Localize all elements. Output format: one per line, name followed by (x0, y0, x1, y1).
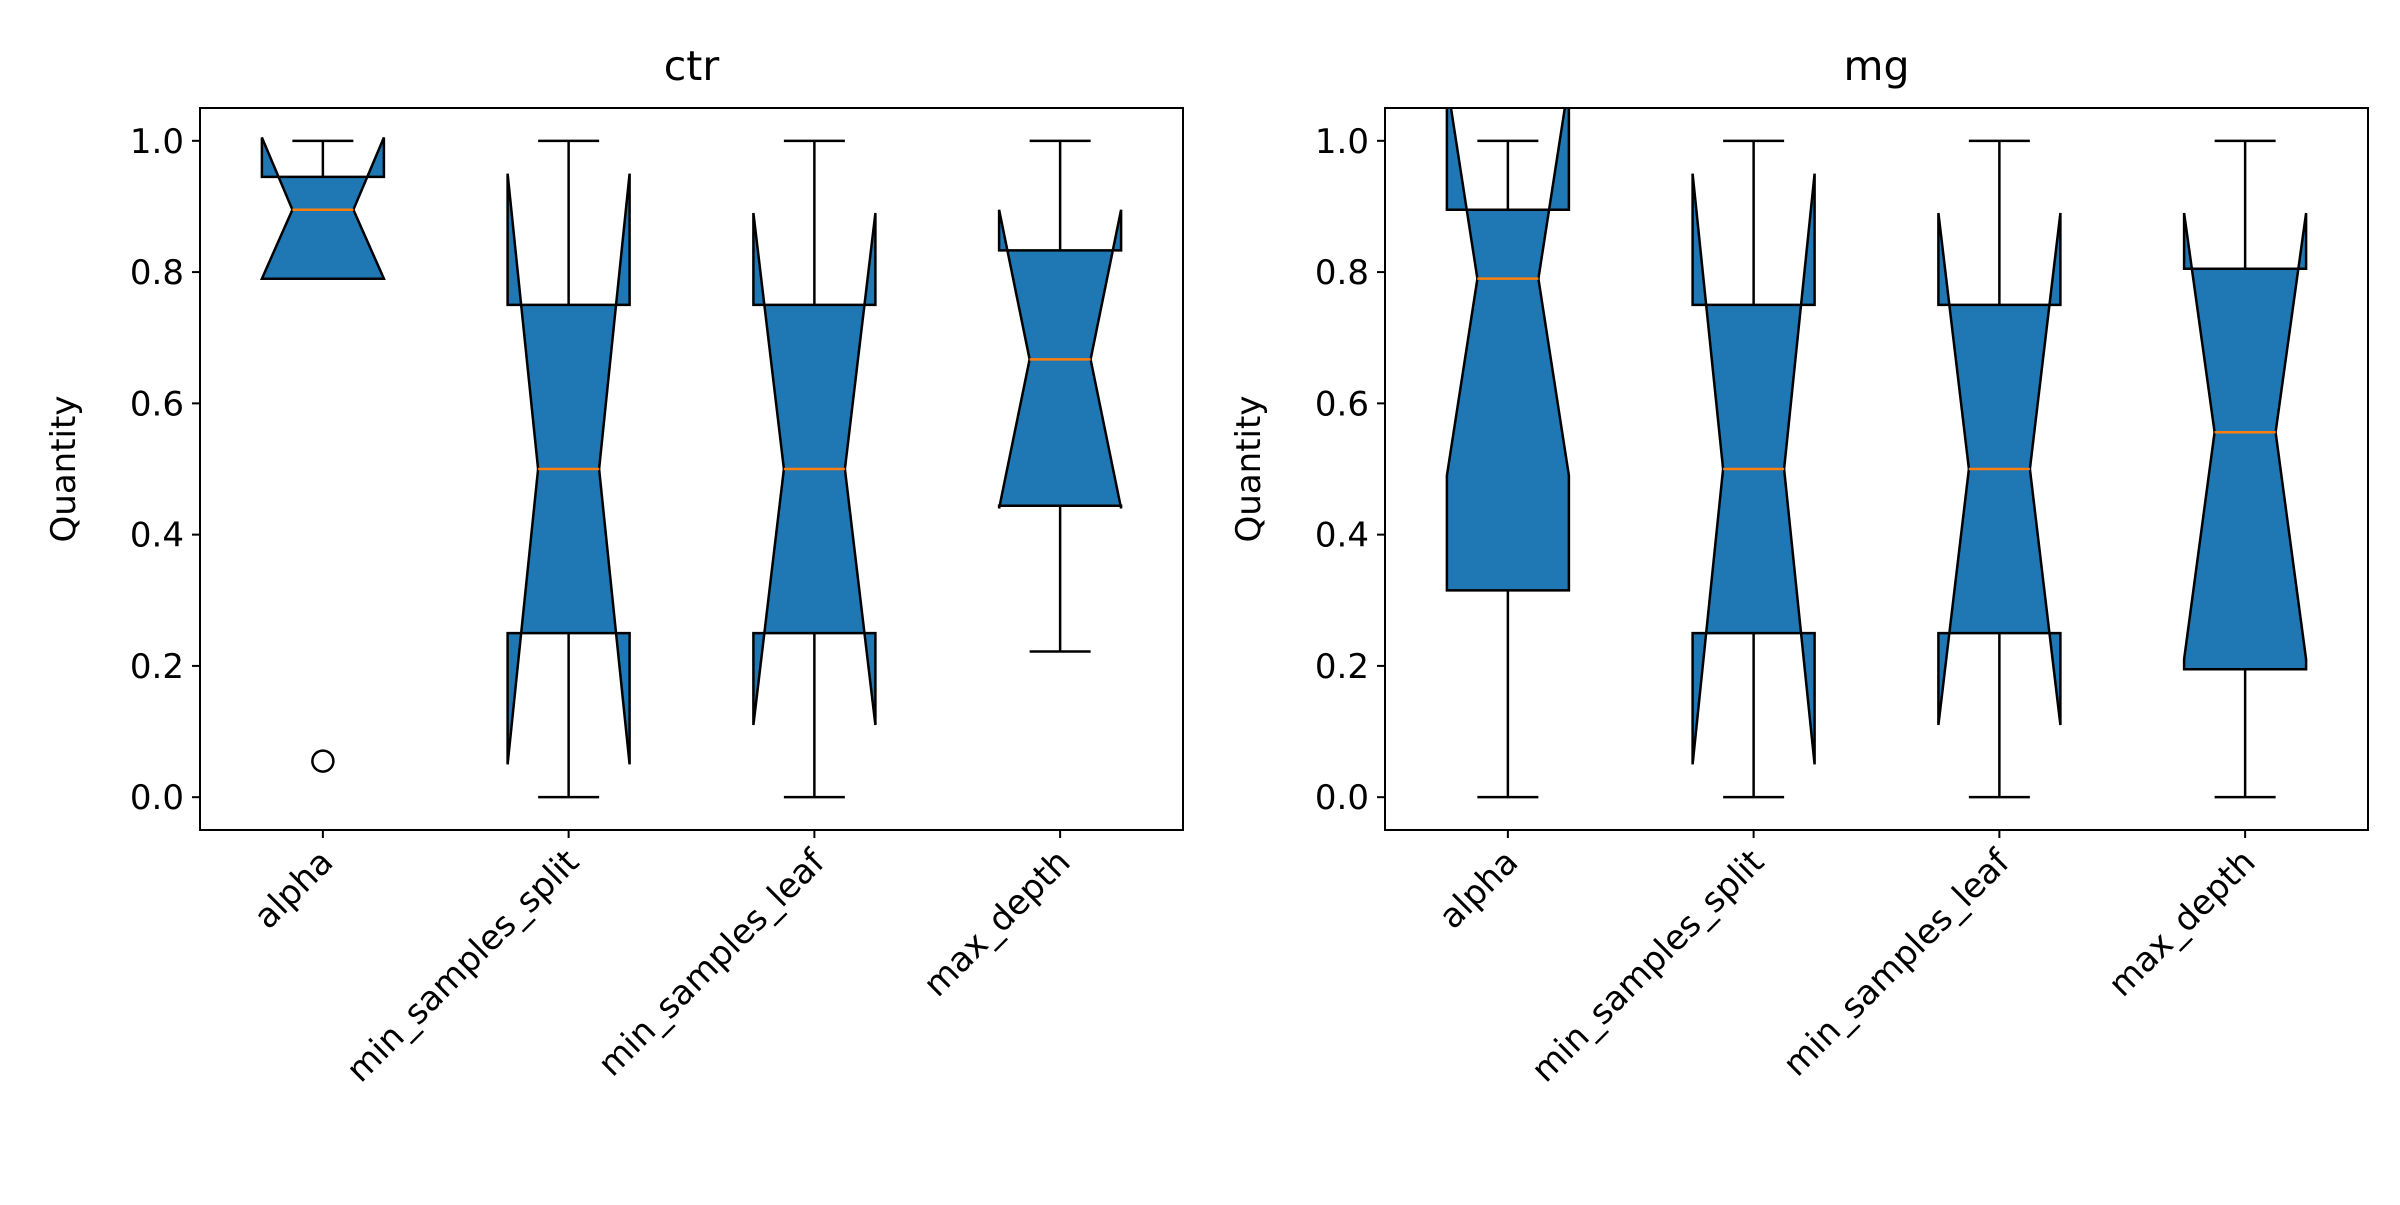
box-0 (259, 137, 386, 280)
y-tick-label: 1.0 (1315, 122, 1369, 162)
plot-area-0 (259, 137, 1123, 799)
chart-title: ctr (664, 42, 720, 90)
x-tick-label: min_samples_leaf (590, 841, 833, 1084)
y-tick-label: 0.8 (1315, 253, 1369, 293)
box-3 (2182, 212, 2308, 671)
y-tick-label: 0.0 (130, 778, 184, 818)
outlier-point-0-0 (311, 749, 335, 773)
y-axis-label: Quantity (1229, 396, 1269, 543)
x-tick-label: min_samples_leaf (1775, 841, 2018, 1084)
box-0 (1445, 108, 1571, 592)
x-tick-label: max_depth (916, 842, 1079, 1005)
y-tick-label: 0.4 (130, 516, 184, 556)
x-tick-label: min_samples_split (1524, 842, 1772, 1090)
x-tick-label: max_depth (2101, 842, 2264, 1005)
axes-frame-1 (1384, 107, 2369, 831)
y-tick-label: 0.0 (1315, 778, 1369, 818)
chart-title: mg (1844, 42, 1910, 90)
y-axis-label: Quantity (44, 396, 84, 543)
y-tick-label: 0.8 (130, 253, 184, 293)
x-tick-label: alpha (246, 842, 341, 937)
x-tick-label: min_samples_split (339, 842, 587, 1090)
x-tick-label: alpha (1431, 842, 1526, 937)
plot-area-1 (1445, 108, 2308, 799)
y-tick-label: 0.6 (1315, 384, 1369, 424)
y-tick-label: 0.2 (1315, 647, 1369, 687)
y-tick-label: 0.6 (130, 384, 184, 424)
y-tick-label: 0.2 (130, 647, 184, 687)
y-tick-label: 1.0 (130, 122, 184, 162)
y-tick-label: 0.4 (1315, 516, 1369, 556)
axes-frame-0 (199, 107, 1184, 831)
